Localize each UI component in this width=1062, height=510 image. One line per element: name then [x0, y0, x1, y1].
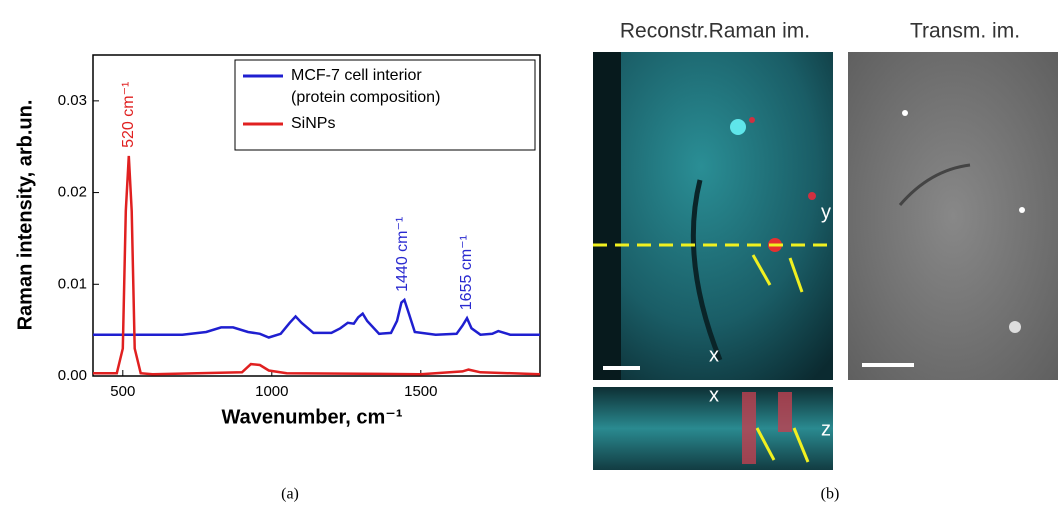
- image-title: Reconstr.Raman im.: [620, 20, 810, 43]
- cell-border: [898, 163, 971, 206]
- sinp-column: [742, 392, 756, 464]
- sinp-column: [778, 392, 792, 432]
- bright-spot: [730, 119, 746, 135]
- y-axis-label: Raman intensity, arb.un.: [14, 100, 36, 331]
- arrow: [788, 257, 804, 293]
- series-line: [93, 155, 541, 376]
- y-tick-label: 0.01: [58, 275, 87, 292]
- plot-frame: [92, 54, 541, 377]
- y-tick-label: 0.03: [58, 92, 87, 109]
- legend-label: MCF-7 cell interior (protein composition): [291, 67, 440, 106]
- peak-annotation: 1440 cm⁻¹: [394, 217, 411, 292]
- y-tick-label: 0.00: [58, 367, 87, 384]
- bright-spot: [1019, 207, 1025, 213]
- legend-label: SiNPs: [291, 115, 335, 132]
- raman-image: [593, 52, 833, 380]
- axis-mark: y: [821, 201, 831, 223]
- sinp-spot: [749, 117, 755, 123]
- transmission-image: [848, 52, 1058, 380]
- peak-annotation: 1655 cm⁻¹: [458, 235, 475, 310]
- arrow: [792, 427, 810, 463]
- axis-mark: x: [709, 384, 719, 406]
- x-tick-label: 1500: [404, 383, 437, 400]
- cell-border: [690, 179, 723, 361]
- x-axis-label: Wavenumber, cm⁻¹: [222, 406, 403, 428]
- series-line: [93, 297, 540, 339]
- legend-box: [234, 59, 536, 151]
- bright-spot: [1009, 321, 1021, 333]
- arrow: [751, 254, 772, 286]
- axis-mark: z: [821, 418, 831, 440]
- y-tick-label: 0.02: [58, 184, 87, 201]
- image-title: Transm. im.: [910, 20, 1020, 43]
- panel-label: (b): [821, 486, 840, 503]
- arrow: [755, 427, 776, 461]
- image-dark-edge: [593, 52, 621, 380]
- x-tick-label: 1000: [255, 383, 288, 400]
- sinp-spot: [808, 192, 816, 200]
- x-tick-label: 500: [110, 383, 135, 400]
- axis-mark: x: [709, 344, 719, 366]
- panel-label: (a): [281, 486, 299, 503]
- peak-annotation: 520 cm⁻¹: [120, 82, 137, 148]
- bright-spot: [902, 110, 908, 116]
